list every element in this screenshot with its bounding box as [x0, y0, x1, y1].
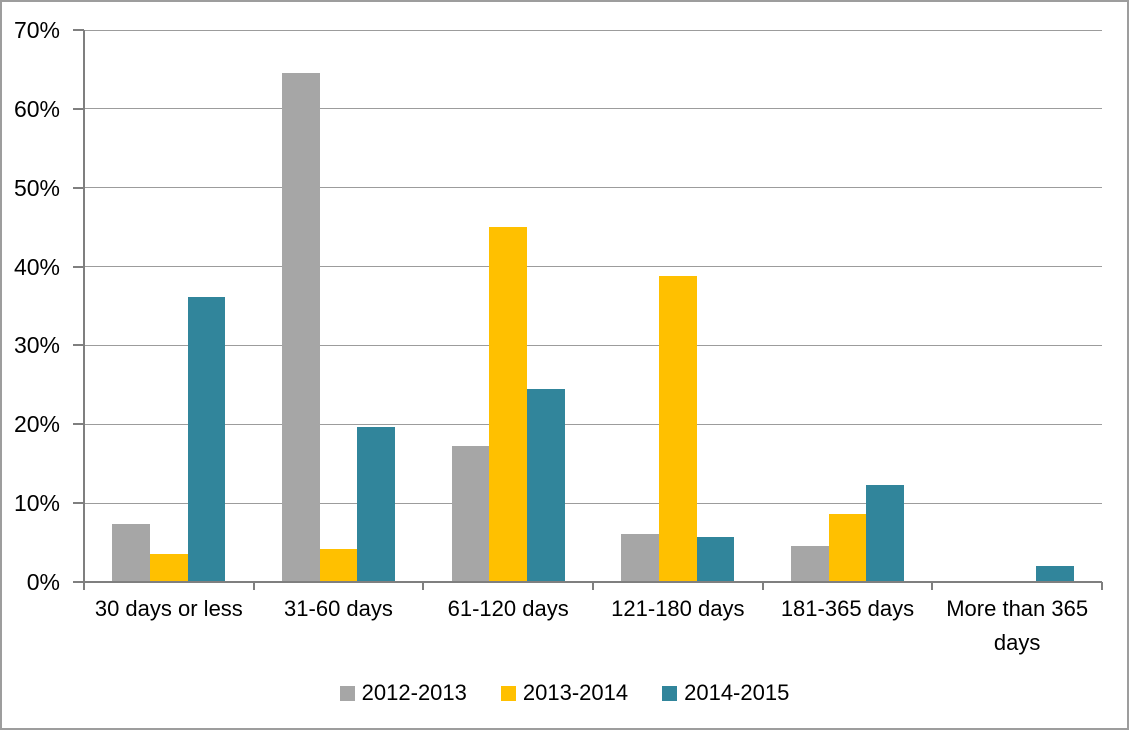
- bar-2012-2013-61-120 days: [451, 445, 490, 582]
- x-category-label: 61-120 days: [447, 596, 569, 621]
- legend-label: 2013-2014: [522, 680, 629, 705]
- x-category-label: 181-365 days: [780, 596, 915, 621]
- bar-2013-2014-181-365 days: [828, 514, 867, 582]
- gridline-30%: [84, 344, 1102, 346]
- y-tick-30%: [73, 344, 84, 347]
- gridline-40%: [84, 266, 1102, 268]
- y-tick-label: 60%: [13, 95, 60, 122]
- x-tick: [592, 582, 594, 590]
- legend-swatch-icon: [500, 685, 516, 701]
- bar-2014-2015-31-60 days: [357, 427, 396, 582]
- x-tick: [1101, 582, 1103, 590]
- gridline-10%: [84, 502, 1102, 504]
- bar-2014-2015-30 days or less: [187, 297, 226, 582]
- legend-label: 2014-2015: [684, 680, 790, 705]
- bar-2014-2015-61-120 days: [527, 388, 565, 582]
- x-category-label: 30 days or less: [94, 596, 243, 621]
- bar-2012-2013-30 days or less: [112, 524, 150, 582]
- x-tick: [422, 582, 425, 590]
- y-tick-label: 30%: [13, 332, 60, 359]
- gridline-50%: [84, 187, 1102, 189]
- legend-label: 2012-2013: [361, 680, 467, 705]
- legend-item-2013-2014: 2013-2014: [500, 680, 629, 706]
- legend-item-2012-2013: 2012-2013: [339, 680, 467, 706]
- y-tick-70%: [73, 29, 84, 31]
- bar-2014-2015-More than 365 days: [1036, 566, 1074, 582]
- gridline-20%: [84, 423, 1102, 425]
- gridline-60%: [84, 108, 1102, 110]
- y-tick-60%: [73, 107, 84, 110]
- legend-item-2014-2015: 2014-2015: [662, 680, 789, 706]
- y-tick-label: 0%: [26, 569, 60, 595]
- legend-swatch-icon: [662, 685, 678, 701]
- legend: 2012-2013 2013-2014 2014-2015: [2, 680, 1127, 706]
- x-tick: [931, 582, 934, 590]
- y-tick-50%: [73, 186, 84, 189]
- y-tick-20%: [73, 423, 84, 426]
- x-tick: [252, 582, 255, 590]
- x-tick: [83, 582, 85, 590]
- gridline-70%: [84, 29, 1102, 31]
- y-tick-label: 70%: [13, 17, 60, 43]
- y-tick-0%: [73, 581, 84, 583]
- x-tick: [761, 582, 764, 590]
- y-tick-label: 50%: [13, 174, 60, 201]
- x-category-label: More than 365 days: [946, 596, 1089, 655]
- y-tick-label: 40%: [13, 253, 60, 280]
- x-category-label: 31-60 days: [284, 596, 393, 621]
- bar-2013-2014-30 days or less: [149, 554, 188, 582]
- y-tick-40%: [73, 265, 84, 268]
- x-category-label: 121-180 days: [611, 596, 745, 621]
- bar-2012-2013-181-365 days: [790, 545, 829, 582]
- bar-2014-2015-121-180 days: [696, 537, 735, 582]
- bar-2013-2014-31-60 days: [319, 548, 358, 582]
- bar-2014-2015-181-365 days: [866, 485, 905, 582]
- bar-2012-2013-31-60 days: [281, 73, 320, 582]
- bar-2012-2013-121-180 days: [621, 533, 659, 582]
- y-axis-line: [83, 30, 85, 583]
- bar-2013-2014-121-180 days: [658, 276, 697, 582]
- y-tick-10%: [73, 502, 84, 505]
- legend-swatch-icon: [339, 685, 355, 701]
- bar-2013-2014-61-120 days: [489, 227, 528, 582]
- y-tick-label: 20%: [13, 411, 60, 438]
- y-tick-label: 10%: [13, 490, 60, 517]
